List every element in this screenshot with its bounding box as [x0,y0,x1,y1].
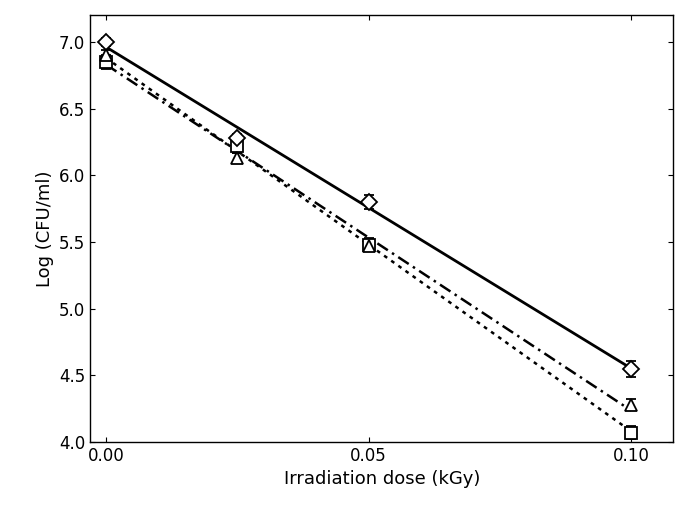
X-axis label: Irradiation dose (kGy): Irradiation dose (kGy) [284,470,480,488]
Y-axis label: Log (CFU/ml): Log (CFU/ml) [35,170,53,287]
